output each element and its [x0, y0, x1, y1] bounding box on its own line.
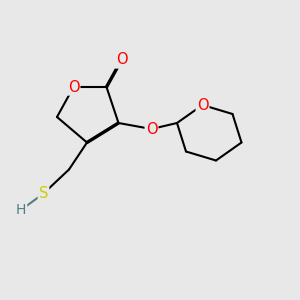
Text: O: O: [116, 52, 127, 68]
Text: O: O: [146, 122, 157, 136]
Text: H: H: [16, 203, 26, 217]
Text: O: O: [197, 98, 208, 112]
Text: S: S: [39, 186, 48, 201]
Text: O: O: [68, 80, 79, 94]
